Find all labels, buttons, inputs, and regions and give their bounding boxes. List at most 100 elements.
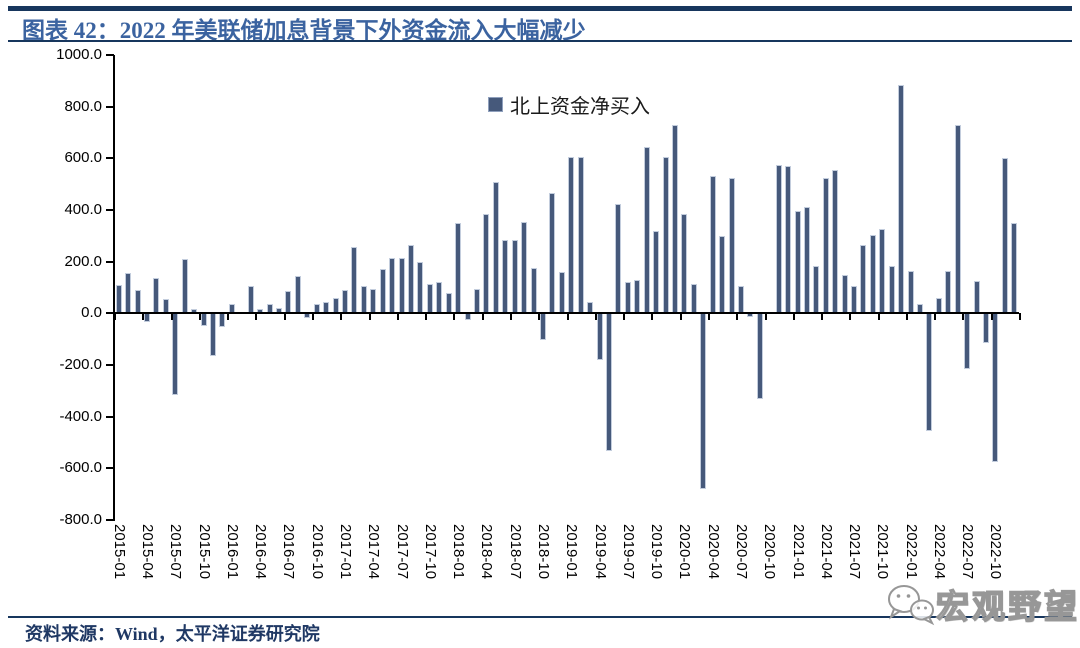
- watermark: 宏观野望: [884, 580, 1080, 628]
- x-tick-mark: [679, 313, 682, 320]
- x-tick-mark: [170, 313, 173, 320]
- bar-2020-07: [737, 286, 744, 314]
- wechat-icon: [888, 585, 935, 626]
- bar-2016-12: [332, 297, 339, 314]
- x-tick-mark: [114, 313, 116, 320]
- bar-2017-02: [351, 247, 358, 314]
- x-tick-mark: [142, 313, 145, 320]
- x-tick-label: 2016-04: [252, 524, 270, 580]
- x-tick-mark: [594, 313, 597, 320]
- bar-2015-02: [125, 273, 132, 314]
- bar-2016-03: [247, 286, 254, 314]
- x-tick-mark: [1019, 313, 1021, 320]
- x-tick-mark: [227, 313, 230, 320]
- x-tick-mark: [425, 313, 428, 320]
- x-axis-zero-line: [113, 312, 1019, 314]
- bar-2018-05: [492, 181, 499, 314]
- x-tick-label: 2022-04: [930, 524, 948, 580]
- x-tick-mark: [283, 313, 286, 320]
- legend: 北上资金净买入: [488, 90, 650, 119]
- bar-2022-07: [964, 313, 971, 369]
- x-tick-mark: [198, 313, 201, 320]
- y-tick-label: -600.0: [59, 459, 102, 477]
- x-tick-label: 2022-01: [902, 524, 920, 580]
- bar-2016-09: [304, 313, 311, 319]
- bar-2019-07: [624, 282, 631, 314]
- bar-2018-06: [502, 239, 509, 314]
- bar-2019-06: [615, 203, 622, 314]
- bar-2018-04: [483, 213, 490, 314]
- bar-2017-06: [389, 257, 396, 314]
- x-tick-mark: [764, 313, 767, 320]
- x-tick-mark: [849, 313, 852, 320]
- bar-2022-06: [954, 124, 961, 314]
- bottom-divider: [8, 616, 1072, 618]
- bar-2015-04: [144, 313, 150, 323]
- bar-2018-07: [511, 239, 518, 314]
- bar-2022-11: [1001, 158, 1008, 314]
- y-tick-mark: [106, 364, 114, 366]
- y-tick-label: -200.0: [59, 356, 102, 373]
- bar-2019-10: [653, 230, 660, 314]
- bar-2017-03: [360, 286, 367, 314]
- y-tick-mark: [106, 312, 114, 315]
- bar-2022-09: [983, 313, 989, 343]
- bar-2020-09: [756, 313, 763, 399]
- bar-2019-11: [662, 157, 669, 314]
- y-tick-label: 600.0: [64, 149, 102, 167]
- bar-2019-02: [577, 157, 584, 314]
- bar-2021-05: [832, 169, 839, 314]
- y-tick-label: -400.0: [59, 407, 102, 425]
- bar-2019-01: [568, 157, 575, 314]
- bar-2019-08: [634, 279, 641, 314]
- bar-2018-01: [455, 222, 462, 314]
- bar-2020-04: [709, 176, 716, 314]
- x-tick-mark: [736, 313, 739, 320]
- bar-2018-08: [521, 221, 528, 314]
- bar-2021-02: [803, 207, 810, 314]
- x-tick-mark: [368, 313, 371, 320]
- bar-2017-01: [342, 290, 348, 314]
- bar-2018-10: [539, 313, 546, 341]
- bar-2015-08: [181, 259, 188, 314]
- y-tick-mark: [106, 54, 114, 56]
- y-tick-label: 400.0: [64, 201, 102, 218]
- top-divider: [8, 6, 1072, 11]
- x-tick-label: 2017-01: [337, 524, 354, 580]
- bar-2022-12: [1011, 222, 1018, 314]
- x-tick-label: 2019-07: [619, 524, 637, 580]
- bar-2021-09: [869, 234, 876, 314]
- y-tick-label: 800.0: [64, 97, 102, 115]
- x-tick-label: 2021-07: [846, 524, 863, 580]
- x-tick-label: 2015-07: [167, 524, 185, 580]
- y-tick-label: 0.0: [81, 304, 102, 322]
- x-tick-label: 2021-01: [789, 524, 807, 580]
- y-tick-mark: [106, 519, 114, 521]
- bar-2015-01: [115, 284, 122, 314]
- x-tick-mark: [990, 313, 993, 320]
- bar-2022-05: [945, 270, 952, 314]
- bar-2022-10: [992, 313, 999, 462]
- x-tick-label: 2018-04: [478, 524, 496, 580]
- x-tick-label: 2015-01: [110, 524, 128, 580]
- y-tick-label: 1000.0: [56, 46, 102, 63]
- bar-2015-12: [219, 313, 226, 328]
- x-tick-mark: [312, 313, 314, 320]
- bar-2018-11: [549, 193, 556, 314]
- bar-2021-12: [898, 84, 905, 314]
- x-tick-label: 2022-07: [959, 524, 977, 580]
- bar-2021-11: [888, 265, 895, 314]
- bar-2016-08: [294, 275, 301, 314]
- x-tick-mark: [792, 313, 795, 320]
- bar-2020-12: [785, 166, 791, 314]
- x-tick-mark: [934, 313, 937, 320]
- bar-2020-11: [775, 164, 782, 314]
- bar-2022-01: [907, 270, 914, 314]
- bar-2020-06: [728, 177, 735, 314]
- x-tick-mark: [453, 313, 456, 320]
- bar-2020-05: [719, 235, 725, 314]
- x-tick-label: 2019-04: [591, 524, 609, 580]
- x-tick-label: 2016-01: [223, 524, 241, 580]
- x-tick-label: 2020-07: [732, 524, 750, 580]
